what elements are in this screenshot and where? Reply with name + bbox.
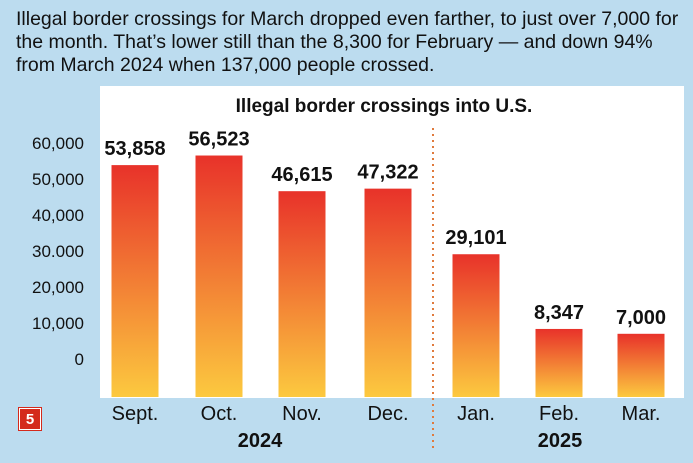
x-tick-label: Oct. [201,403,238,425]
bar-value-label: 47,322 [357,162,418,184]
y-tick-label: 0 [75,350,84,369]
y-tick-label: 30.000 [32,242,84,261]
year-group-label: 2025 [538,430,583,452]
bar [195,155,243,397]
bar [617,333,665,397]
y-tick-label: 40,000 [32,206,84,225]
x-tick-label: Sept. [112,403,159,425]
bar [111,165,159,397]
bar-value-label: 7,000 [616,307,666,329]
bar-value-label: 53,858 [104,138,165,160]
x-tick-label: Mar. [622,403,661,425]
bar [452,254,500,397]
bar-value-label: 46,615 [271,164,332,186]
caption-text: Illegal border crossings for March dropp… [16,8,679,76]
bar [364,188,412,397]
figure-number-badge: 5 [18,407,42,431]
bar [278,191,326,397]
chart-title: Illegal border crossings into U.S. [236,96,533,117]
bar-value-label: 56,523 [188,129,249,151]
bar-value-label: 29,101 [445,227,506,249]
x-tick-label: Nov. [282,403,322,425]
bar-value-label: 8,347 [534,302,584,324]
year-group-label: 2024 [238,430,283,452]
y-tick-label: 50,000 [32,170,84,189]
y-tick-label: 10,000 [32,314,84,333]
x-tick-label: Feb. [539,403,579,425]
y-tick-label: 20,000 [32,278,84,297]
x-tick-label: Dec. [367,403,408,425]
bar [535,328,583,397]
x-tick-label: Jan. [457,403,495,425]
y-tick-label: 60,000 [32,134,84,153]
